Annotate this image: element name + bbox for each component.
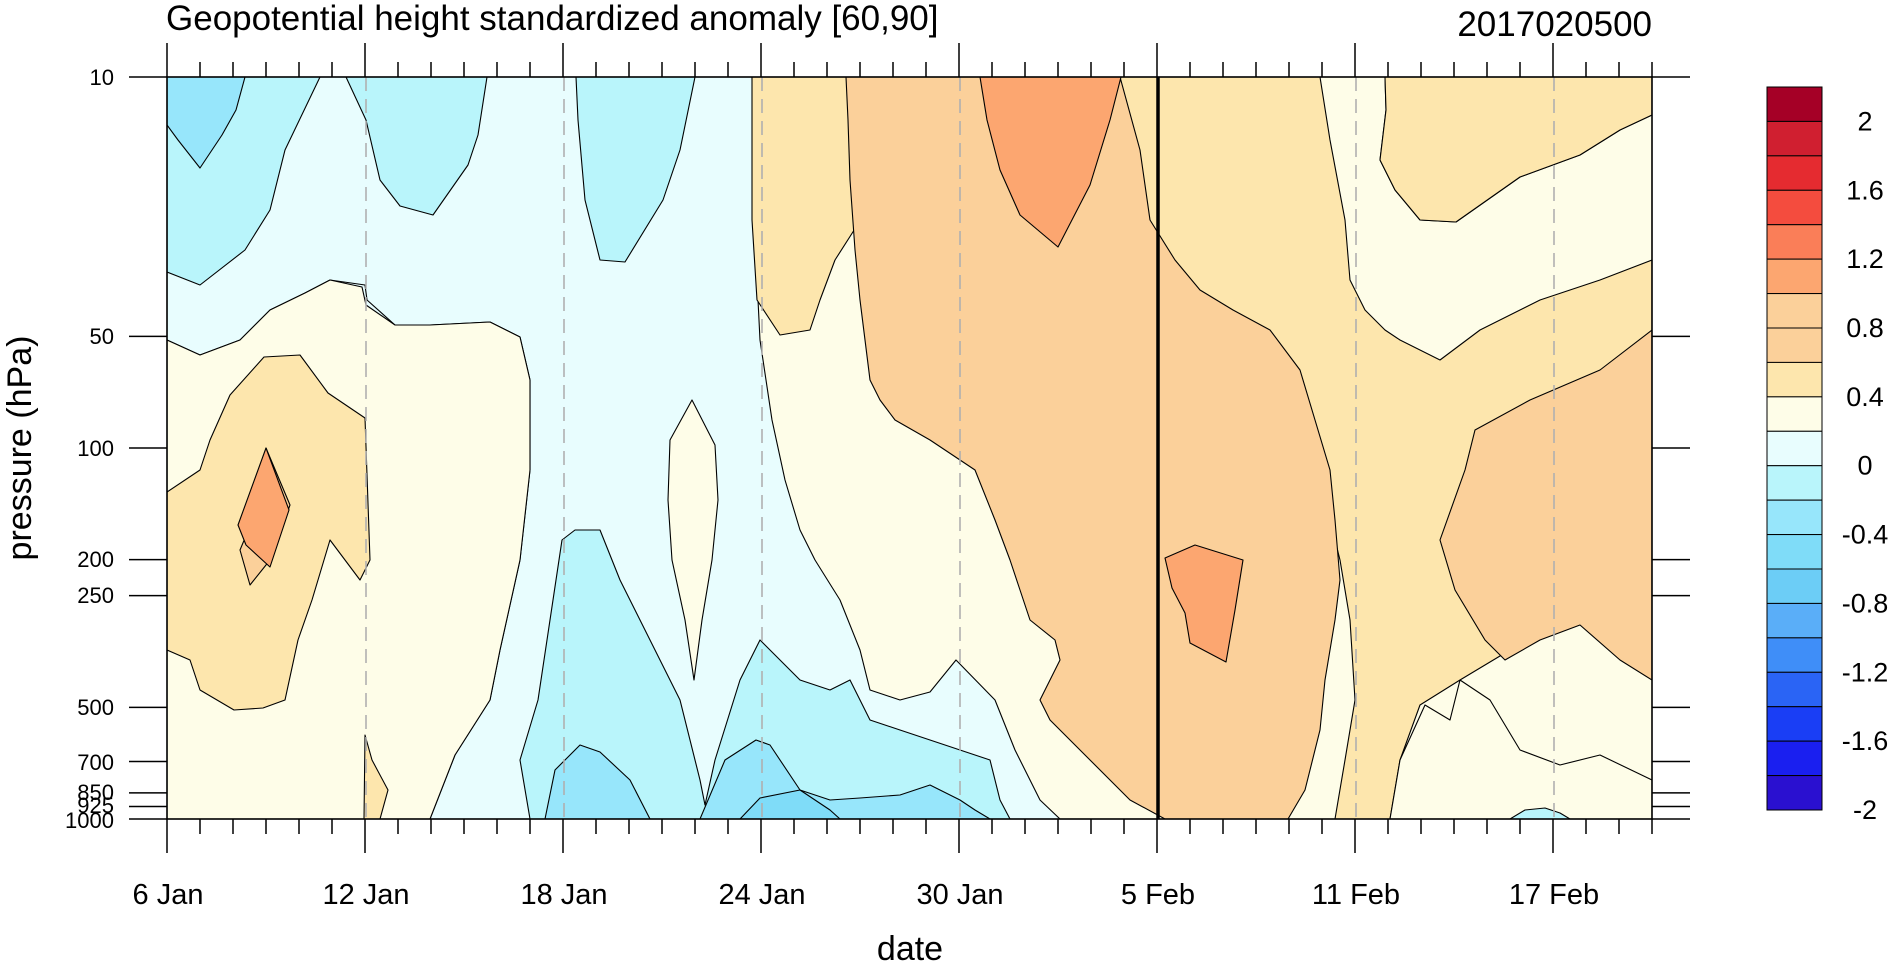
band-1.2-to-1.6-mid xyxy=(1164,544,1244,663)
band-neg-0.8-to-neg-0.4-lower xyxy=(519,529,1011,819)
colorbar-swatch xyxy=(1766,224,1823,260)
colorbar-label: 0 xyxy=(1857,451,1872,481)
colorbar-swatch xyxy=(1766,361,1823,398)
colorbar-swatch xyxy=(1766,740,1823,777)
colorbar-label: -1.6 xyxy=(1842,726,1889,756)
date-gridlines xyxy=(365,77,1555,819)
y-tick-label: 50 xyxy=(90,324,114,349)
x-axis-label: date xyxy=(877,930,943,963)
y-tick-label: 500 xyxy=(77,695,114,720)
y-axis-ticks xyxy=(129,76,1690,820)
x-tick-label: 17 Feb xyxy=(1509,879,1599,911)
colorbar-swatch xyxy=(1766,775,1823,811)
date-stamp: 2017020500 xyxy=(1457,5,1652,44)
colorbar xyxy=(1766,86,1823,811)
colorbar-swatch xyxy=(1766,534,1823,570)
colorbar-swatch xyxy=(1766,499,1823,536)
x-tick-label: 12 Jan xyxy=(322,879,409,911)
colorbar-label: 0.8 xyxy=(1846,313,1884,343)
colorbar-swatch xyxy=(1766,706,1823,742)
y-tick-label: 700 xyxy=(77,750,114,775)
colorbar-swatch xyxy=(1766,465,1823,501)
band-0.4-to-0.8-center xyxy=(751,77,1652,819)
y-tick-label: 200 xyxy=(77,547,114,572)
x-tick-label: 30 Jan xyxy=(916,879,1003,911)
colorbar-label: -1.2 xyxy=(1842,657,1889,687)
colorbar-label: 1.6 xyxy=(1846,175,1884,205)
y-tick-label: 10 xyxy=(90,65,114,90)
colorbar-swatch xyxy=(1766,568,1823,604)
y-tick-labels: 10 50 100 200 250 500 700 850 925 1000 xyxy=(65,65,114,833)
x-tick-label: 5 Feb xyxy=(1121,879,1195,911)
band-neg-0.8-mid xyxy=(575,77,696,263)
band-island-22jan xyxy=(667,399,719,681)
band-neg-1.6-to-neg-1.2-lower xyxy=(739,789,841,819)
x-tick-label: 6 Jan xyxy=(133,879,204,911)
x-tick-label: 24 Jan xyxy=(718,879,805,911)
band-0.8-to-1.2-right xyxy=(1439,329,1652,681)
x-axis-ticks xyxy=(166,43,1653,853)
colorbar-label: -0.4 xyxy=(1842,520,1889,550)
band-small-neg-right xyxy=(1509,807,1571,819)
colorbar-swatch xyxy=(1766,637,1823,673)
band-0-ribbon xyxy=(363,734,389,819)
colorbar-swatch xyxy=(1766,155,1823,191)
band-0-to-0.4-right-lower xyxy=(1389,679,1652,819)
y-tick-label: 100 xyxy=(77,436,114,461)
colorbar-swatch xyxy=(1766,293,1823,329)
y-tick-label: 1000 xyxy=(65,808,114,833)
colorbar-labels: 2 1.6 1.2 0.8 0.4 0 -0.4 -0.8 -1.2 -1.6 -2 xyxy=(1842,106,1889,825)
colorbar-swatch xyxy=(1766,327,1823,363)
colorbar-swatch xyxy=(1766,258,1823,295)
contour-fields xyxy=(167,77,1652,819)
x-tick-labels: 6 Jan 12 Jan 18 Jan 24 Jan 30 Jan 5 Feb … xyxy=(133,879,1600,911)
band-neg-0.8-left2 xyxy=(345,77,488,216)
colorbar-swatch xyxy=(1766,86,1823,122)
colorbar-label: 1.2 xyxy=(1846,244,1884,274)
colorbar-label: -2 xyxy=(1853,795,1877,825)
band-neg-1.2-to-neg-0.8-lower xyxy=(544,739,991,819)
band-0.8-to-1.2-left-fill xyxy=(237,447,290,568)
y-tick-label: 250 xyxy=(77,583,114,608)
colorbar-swatch xyxy=(1766,396,1823,432)
colorbar-swatch xyxy=(1766,120,1823,157)
y-tick-label: 925 xyxy=(77,793,114,818)
colorbar-label: 2 xyxy=(1857,106,1872,136)
x-tick-label: 18 Jan xyxy=(520,879,607,911)
y-axis-label: pressure (hPa) xyxy=(1,336,39,561)
x-tick-label: 11 Feb xyxy=(1312,879,1400,911)
colorbar-swatch xyxy=(1766,430,1823,467)
y-tick-label: 850 xyxy=(77,780,114,805)
colorbar-swatch xyxy=(1766,602,1823,639)
chart-title: Geopotential height standardized anomaly… xyxy=(166,0,938,38)
band-1.2-to-1.6-top xyxy=(979,77,1122,248)
colorbar-swatch xyxy=(1766,189,1823,226)
colorbar-swatch xyxy=(1766,671,1823,708)
colorbar-label: -0.8 xyxy=(1842,588,1889,618)
colorbar-label: 0.4 xyxy=(1846,382,1884,412)
band-neg-1.2-to-neg-0.8-left xyxy=(167,77,246,169)
